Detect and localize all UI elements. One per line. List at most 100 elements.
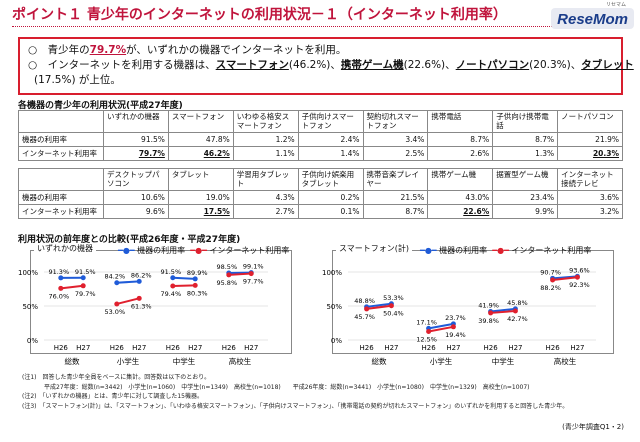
note-2: (注2) 「いずれかの機器」とは、青少年に対して調査した15機器。 (22, 393, 203, 400)
page-title-text: ポイント１ 青少年のインターネットの利用状況－１（インターネット利用率） (12, 7, 507, 23)
table-row: インターネット利用率 79.7% 46.2% 1.1% 1.4% 2.5% 2.6% 1.3%… (18, 146, 623, 161)
data-label: 45.8% (507, 299, 528, 307)
summary-value: (22.6%) (403, 59, 446, 71)
data-label: 89.9% (187, 269, 208, 277)
data-label: 91.5% (160, 268, 181, 276)
data-label: 79.4% (160, 290, 181, 298)
table-header: インターネット接続テレビ (557, 168, 623, 191)
chart-any-device: 0% 50% 100% H26 H27 総数 91.3% 91.5% 76.0% 79.7% H26… (18, 263, 268, 366)
series-line (116, 280, 140, 284)
data-label: 76.0% (48, 292, 69, 300)
table-cell: 8.7% (427, 132, 494, 147)
series-line (366, 302, 392, 308)
table-corner (18, 110, 104, 133)
table-cell: 8.7% (362, 204, 429, 219)
table-cell: 23.4% (492, 190, 559, 205)
table-row: 機器の利用率 91.5% 47.8% 1.2% 2.4% 3.4% 8.7% 8.7% 21.9… (18, 132, 623, 147)
x-tick-label: H26 (360, 344, 375, 352)
table-header: いずれかの機器 (103, 110, 169, 133)
data-label: 45.7% (354, 313, 375, 321)
title-underline (12, 26, 612, 27)
table-row-label: インターネット利用率 (18, 204, 104, 219)
series-line (552, 275, 578, 280)
y-tick-label: 50% (22, 303, 38, 311)
table-cell: 43.0% (427, 190, 494, 205)
summary-text: ○ インターネットを利用する機器は、 (28, 59, 216, 71)
table-header: 携帯電話 (427, 110, 494, 133)
table-title: 各機器の青少年の利用状況(平成27年度) (18, 101, 183, 111)
data-label: 88.2% (540, 284, 561, 292)
group-label: 高校生 (554, 356, 577, 366)
series-line (172, 284, 196, 288)
summary-device: タブレット (581, 59, 634, 71)
x-tick-label: H26 (110, 344, 125, 352)
summary-device: スマートフォン (215, 59, 289, 71)
x-tick-label: H27 (244, 344, 258, 352)
data-point (364, 306, 370, 312)
data-label: 17.1% (416, 318, 437, 326)
chart-section-title: 利用状況の前年度との比較(平成26年度・平成27年度) (18, 235, 241, 245)
x-tick-label: H26 (422, 344, 437, 352)
data-label: 12.5% (416, 336, 437, 344)
table-row-label: インターネット利用率 (18, 146, 104, 161)
logo-small: リセマム (605, 2, 626, 8)
summary-text: が、いずれかの機器でインターネットを利用。 (126, 44, 347, 56)
table-header: スマートフォン (167, 110, 234, 133)
data-point (388, 303, 394, 309)
table-header: 学習用タブレット (232, 168, 299, 191)
chart-panel-smartphone (332, 250, 614, 354)
table-cell: 2.6% (427, 146, 494, 161)
summary-device: 携帯ゲーム機 (340, 59, 404, 71)
group-label: 総数 (65, 356, 80, 366)
table-cell: 91.5% (103, 132, 169, 147)
table-cell: 46.2% (167, 146, 234, 161)
usage-table-1: いずれかの機器 スマートフォン いわゆる格安スマートフォン 子供向けスマートフォン 契約… (18, 110, 623, 161)
x-tick-label: H27 (446, 344, 460, 352)
data-label: 93.6% (569, 266, 590, 274)
data-point (192, 276, 198, 282)
data-label: 42.7% (507, 315, 528, 323)
x-tick-label: H27 (570, 344, 584, 352)
data-point (248, 271, 254, 277)
summary-device: ノートパソコン (455, 59, 530, 71)
table-cell: 79.7% (103, 146, 169, 161)
legend-device: 機器の利用率 (439, 246, 488, 255)
table-header: 携帯音楽プレイヤー (362, 168, 429, 191)
summary-sep: 、 (445, 59, 456, 71)
series-line (552, 276, 578, 282)
data-label: 99.1% (243, 263, 264, 271)
table-row-label: 機器の利用率 (18, 190, 104, 205)
summary-line-1: ○ 青少年の79.7%が、いずれかの機器でインターネットを利用。 (28, 43, 613, 58)
data-point (80, 275, 86, 281)
data-point (170, 275, 176, 281)
table-cell: 0.2% (297, 190, 364, 205)
data-point (192, 282, 198, 288)
data-label: 91.5% (75, 268, 96, 276)
table-cell: 3.2% (557, 204, 623, 219)
table-header: 子供向け娯楽用タブレット (297, 168, 364, 191)
y-tick-label: 0% (27, 337, 38, 345)
data-label: 41.9% (478, 302, 499, 310)
data-label: 79.7% (75, 290, 96, 298)
summary-highlight: 79.7% (89, 44, 127, 56)
page-title: ポイント１ 青少年のインターネットの利用状況－１（インターネット利用率） (12, 4, 612, 27)
data-label: 23.7% (445, 314, 466, 322)
panel-label-smartphone: スマートフォン(計) (336, 243, 413, 254)
table-header: 子供向けスマートフォン (297, 110, 364, 133)
table-cell: 3.4% (362, 132, 429, 147)
x-tick-label: H27 (188, 344, 202, 352)
data-label: 50.4% (383, 310, 404, 318)
table-cell: 8.7% (492, 132, 559, 147)
data-label: 39.8% (478, 317, 499, 325)
summary-text: ○ 青少年の (28, 44, 90, 56)
chart-smartphone: 0% 50% 100% H26 H27 総数 48.8% 53.3% 45.7% 50.4% H26… (322, 266, 596, 366)
data-point (58, 285, 64, 291)
data-label: 19.4% (445, 331, 466, 339)
table-header: 据置型ゲーム機 (492, 168, 559, 191)
data-point (574, 274, 580, 280)
summary-value: (46.2%) (288, 59, 331, 71)
data-label: 92.3% (569, 281, 590, 289)
group-label: 高校生 (229, 356, 252, 366)
data-point (550, 277, 556, 283)
summary-sep: 、 (330, 59, 341, 71)
